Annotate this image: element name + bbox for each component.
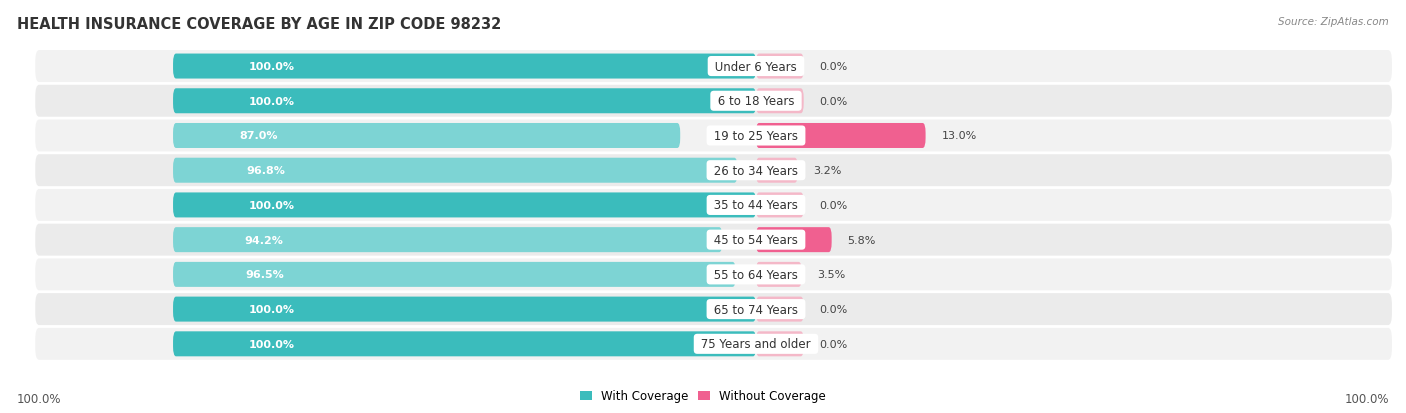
Text: HEALTH INSURANCE COVERAGE BY AGE IN ZIP CODE 98232: HEALTH INSURANCE COVERAGE BY AGE IN ZIP … bbox=[17, 17, 501, 31]
Text: 100.0%: 100.0% bbox=[249, 97, 294, 107]
Text: 19 to 25 Years: 19 to 25 Years bbox=[710, 130, 801, 142]
Text: Source: ZipAtlas.com: Source: ZipAtlas.com bbox=[1278, 17, 1389, 26]
Text: 100.0%: 100.0% bbox=[249, 339, 294, 349]
FancyBboxPatch shape bbox=[756, 55, 804, 79]
Text: 100.0%: 100.0% bbox=[249, 200, 294, 210]
Text: 0.0%: 0.0% bbox=[820, 62, 848, 72]
FancyBboxPatch shape bbox=[173, 89, 756, 114]
FancyBboxPatch shape bbox=[756, 332, 804, 356]
FancyBboxPatch shape bbox=[173, 158, 737, 183]
Text: 94.2%: 94.2% bbox=[245, 235, 283, 245]
FancyBboxPatch shape bbox=[173, 332, 756, 356]
FancyBboxPatch shape bbox=[173, 123, 681, 149]
Text: 100.0%: 100.0% bbox=[17, 392, 62, 405]
Text: 96.8%: 96.8% bbox=[246, 166, 285, 176]
FancyBboxPatch shape bbox=[756, 123, 925, 149]
FancyBboxPatch shape bbox=[756, 297, 804, 322]
FancyBboxPatch shape bbox=[173, 262, 735, 287]
FancyBboxPatch shape bbox=[35, 224, 1392, 256]
FancyBboxPatch shape bbox=[173, 55, 756, 79]
Legend: With Coverage, Without Coverage: With Coverage, Without Coverage bbox=[575, 385, 831, 407]
FancyBboxPatch shape bbox=[173, 228, 723, 252]
Text: 3.5%: 3.5% bbox=[817, 270, 846, 280]
FancyBboxPatch shape bbox=[35, 51, 1392, 83]
Text: 96.5%: 96.5% bbox=[246, 270, 284, 280]
Text: 100.0%: 100.0% bbox=[249, 62, 294, 72]
FancyBboxPatch shape bbox=[35, 328, 1392, 360]
Text: 100.0%: 100.0% bbox=[249, 304, 294, 314]
Text: 45 to 54 Years: 45 to 54 Years bbox=[710, 234, 801, 247]
Text: 0.0%: 0.0% bbox=[820, 200, 848, 210]
FancyBboxPatch shape bbox=[35, 85, 1392, 117]
Text: Under 6 Years: Under 6 Years bbox=[711, 60, 801, 74]
FancyBboxPatch shape bbox=[35, 259, 1392, 291]
Text: 13.0%: 13.0% bbox=[942, 131, 977, 141]
Text: 0.0%: 0.0% bbox=[820, 339, 848, 349]
FancyBboxPatch shape bbox=[173, 297, 756, 322]
Text: 6 to 18 Years: 6 to 18 Years bbox=[714, 95, 799, 108]
FancyBboxPatch shape bbox=[756, 158, 797, 183]
Text: 0.0%: 0.0% bbox=[820, 97, 848, 107]
Text: 35 to 44 Years: 35 to 44 Years bbox=[710, 199, 801, 212]
FancyBboxPatch shape bbox=[35, 120, 1392, 152]
FancyBboxPatch shape bbox=[35, 155, 1392, 187]
FancyBboxPatch shape bbox=[756, 228, 832, 252]
Text: 5.8%: 5.8% bbox=[848, 235, 876, 245]
Text: 75 Years and older: 75 Years and older bbox=[697, 337, 814, 351]
Text: 26 to 34 Years: 26 to 34 Years bbox=[710, 164, 801, 177]
Text: 65 to 74 Years: 65 to 74 Years bbox=[710, 303, 801, 316]
Text: 100.0%: 100.0% bbox=[1344, 392, 1389, 405]
Text: 0.0%: 0.0% bbox=[820, 304, 848, 314]
FancyBboxPatch shape bbox=[35, 190, 1392, 221]
FancyBboxPatch shape bbox=[173, 193, 756, 218]
Text: 3.2%: 3.2% bbox=[814, 166, 842, 176]
FancyBboxPatch shape bbox=[756, 193, 804, 218]
FancyBboxPatch shape bbox=[756, 89, 804, 114]
FancyBboxPatch shape bbox=[756, 262, 801, 287]
Text: 55 to 64 Years: 55 to 64 Years bbox=[710, 268, 801, 281]
Text: 87.0%: 87.0% bbox=[239, 131, 278, 141]
FancyBboxPatch shape bbox=[35, 293, 1392, 325]
